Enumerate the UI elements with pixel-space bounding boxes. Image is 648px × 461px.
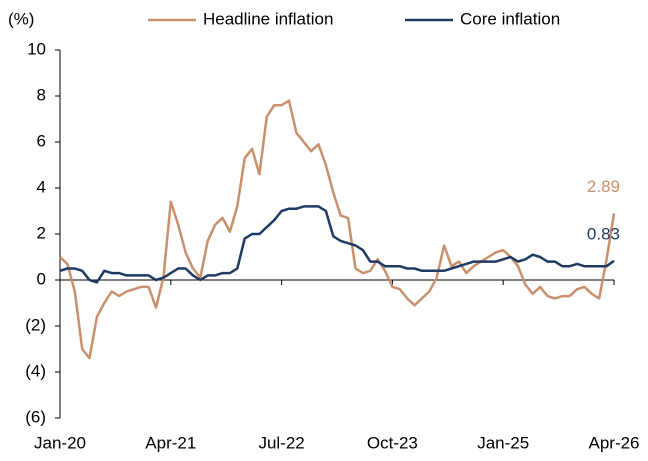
x-tick-label: Oct-23	[367, 433, 418, 452]
y-tick-label: 6	[37, 131, 46, 150]
y-tick-label: 2	[37, 223, 46, 242]
y-tick-label: 4	[37, 177, 46, 196]
legend-label: Headline inflation	[203, 9, 333, 28]
y-tick-label: (6)	[25, 407, 46, 426]
series-line	[59, 205, 615, 284]
y-tick-label: 0	[37, 269, 46, 288]
end-value-label: 2.89	[587, 177, 620, 196]
x-tick-label: Jan-20	[34, 433, 86, 452]
y-tick-label: 10	[27, 39, 46, 58]
y-tick-label: (2)	[25, 315, 46, 334]
legend-label: Core inflation	[460, 9, 560, 28]
x-tick-label: Jan-25	[477, 433, 529, 452]
y-tick-label: 8	[37, 85, 46, 104]
series-line	[59, 99, 616, 360]
x-tick-label: Apr-26	[588, 433, 639, 452]
x-tick-label: Jul-22	[258, 433, 304, 452]
end-value-label: 0.83	[587, 224, 620, 243]
x-tick-label: Apr-21	[145, 433, 196, 452]
y-axis-label: (%)	[8, 9, 34, 28]
y-tick-label: (4)	[25, 361, 46, 380]
